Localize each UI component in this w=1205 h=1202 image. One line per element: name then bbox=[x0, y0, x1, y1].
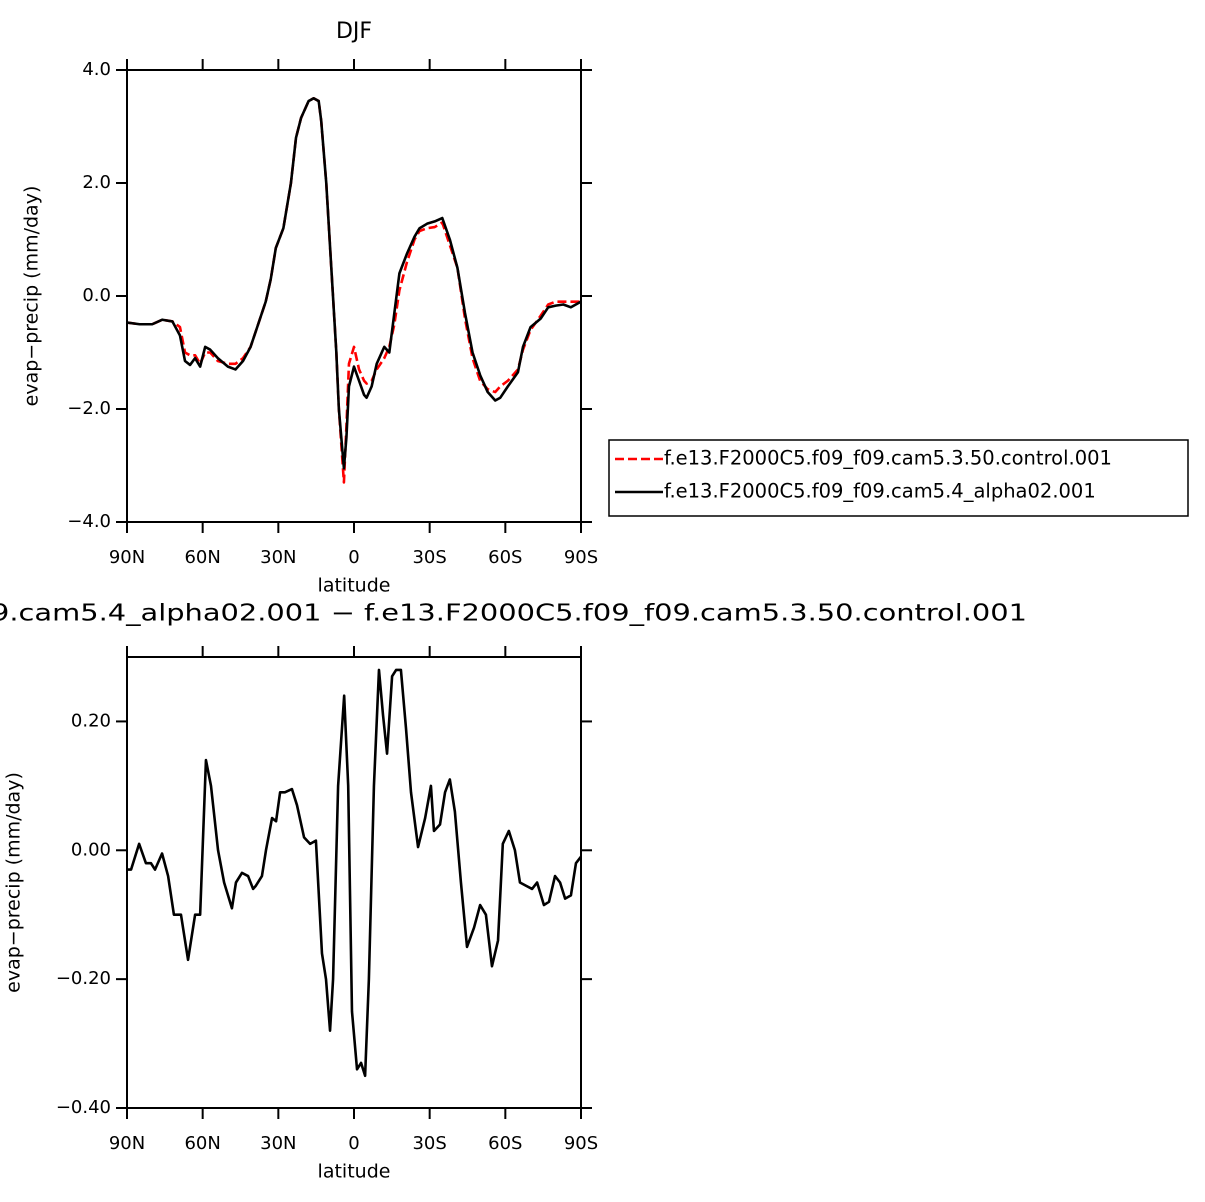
x-tick-label: 30S bbox=[412, 547, 446, 568]
y-tick-label: 0.00 bbox=[71, 839, 111, 860]
legend-label: f.e13.F2000C5.f09_f09.cam5.3.50.control.… bbox=[664, 447, 1112, 470]
plot-frame bbox=[126, 656, 582, 1109]
y-axis-label: evap−precip (mm/day) bbox=[21, 186, 43, 407]
x-tick-label: 0 bbox=[348, 1133, 359, 1154]
y-tick-label: 0.20 bbox=[71, 710, 111, 731]
x-axis-label: latitude bbox=[318, 1161, 391, 1183]
x-tick-label: 30S bbox=[412, 1133, 446, 1154]
x-tick-label: 60S bbox=[488, 547, 522, 568]
y-tick-label: −2.0 bbox=[67, 398, 111, 419]
x-tick-label: 60S bbox=[488, 1133, 522, 1154]
series-line bbox=[127, 668, 583, 1078]
series-line bbox=[126, 96, 581, 484]
series-line bbox=[126, 96, 582, 470]
x-tick-label: 90S bbox=[564, 547, 598, 568]
y-tick-label: −4.0 bbox=[67, 511, 111, 532]
chart-title: DJF bbox=[336, 19, 372, 44]
y-axis-label: evap−precip (mm/day) bbox=[3, 772, 25, 993]
y-tick-label: −0.20 bbox=[56, 968, 111, 989]
x-tick-label: 0 bbox=[348, 547, 359, 568]
x-tick-label: 60N bbox=[184, 1133, 220, 1154]
x-tick-label: 30N bbox=[260, 547, 296, 568]
legend-label: f.e13.F2000C5.f09_f09.cam5.4_alpha02.001 bbox=[664, 480, 1096, 503]
plot-frame bbox=[126, 69, 582, 523]
legend-box bbox=[608, 439, 1189, 517]
x-tick-label: 60N bbox=[184, 547, 220, 568]
x-tick-label: 30N bbox=[260, 1133, 296, 1154]
y-tick-label: 4.0 bbox=[82, 59, 111, 80]
y-tick-label: −0.40 bbox=[56, 1097, 111, 1118]
chart-title: 9.cam5.4_alpha02.001 − f.e13.F2000C5.f09… bbox=[0, 601, 1027, 627]
x-tick-label: 90S bbox=[564, 1133, 598, 1154]
x-axis-label: latitude bbox=[318, 575, 391, 597]
x-tick-label: 90N bbox=[109, 1133, 145, 1154]
y-tick-label: 2.0 bbox=[82, 172, 111, 193]
x-tick-label: 90N bbox=[109, 547, 145, 568]
y-tick-label: 0.0 bbox=[82, 285, 111, 306]
